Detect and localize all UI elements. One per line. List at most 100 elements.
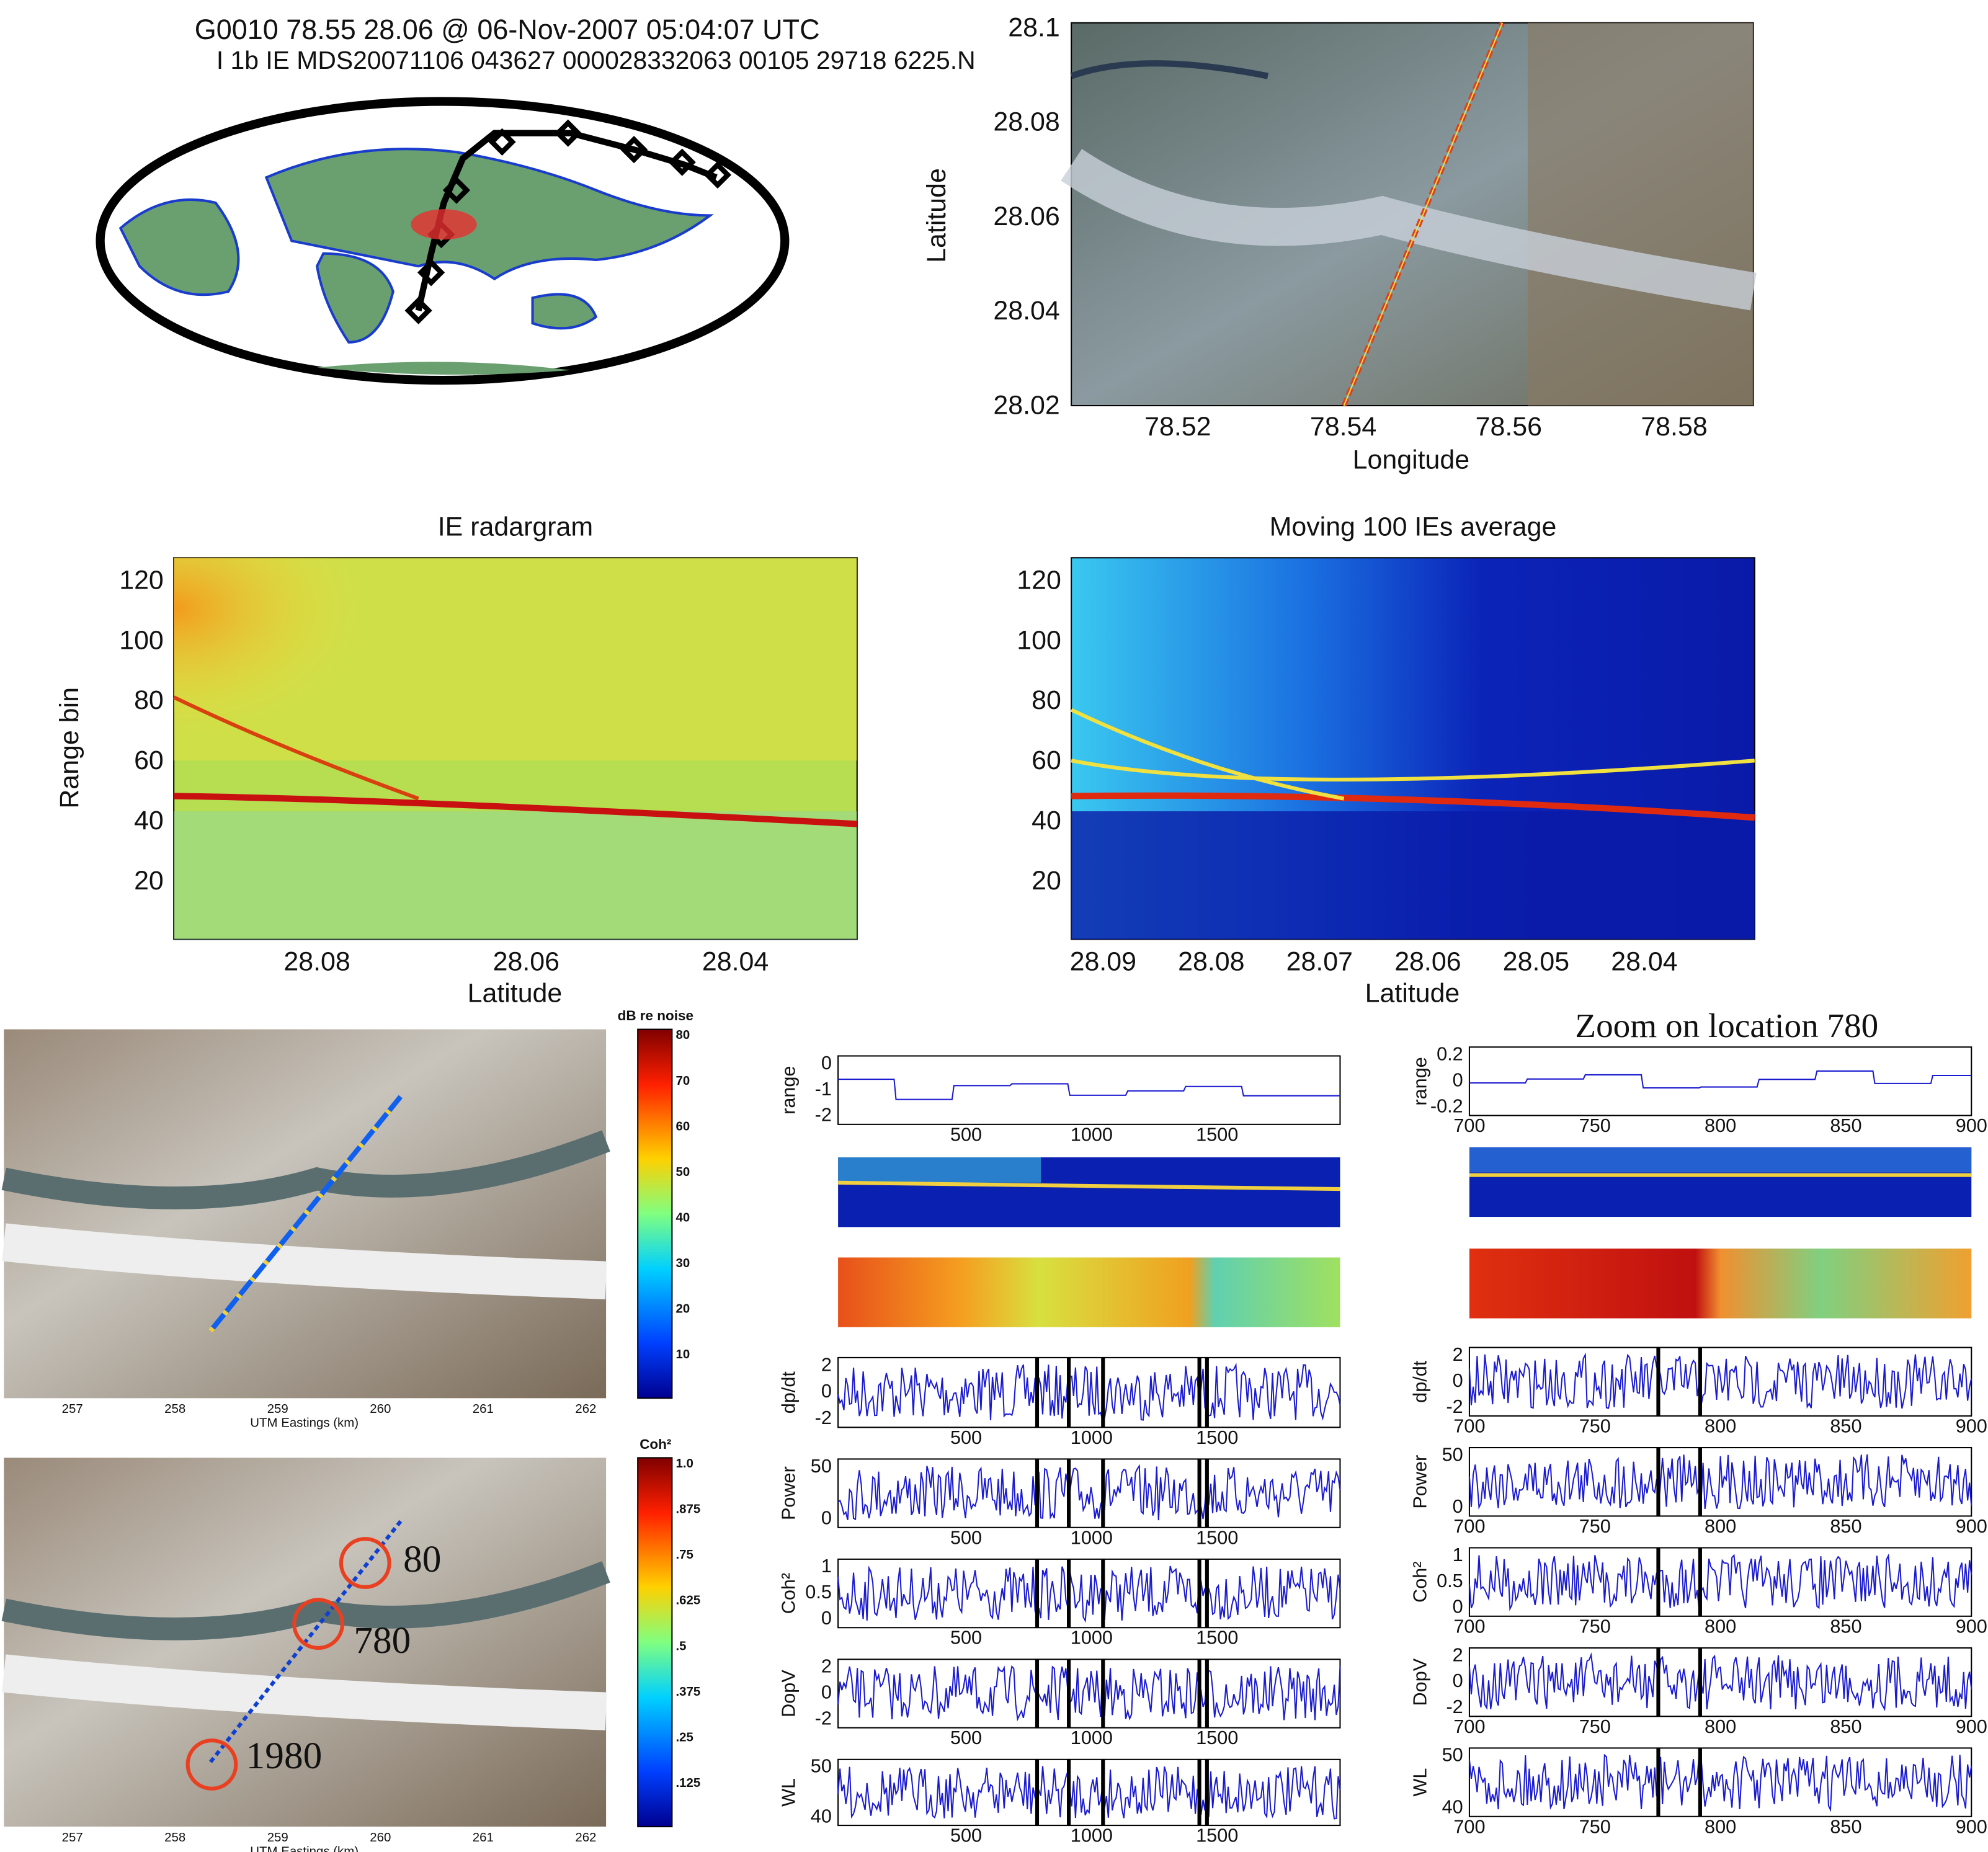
x-tick-label: 1000 xyxy=(1071,1727,1113,1748)
y-tick-label: 2 xyxy=(821,1656,832,1677)
colorbar-label: Coh² xyxy=(640,1436,672,1452)
y-tick-label: 60 xyxy=(134,746,164,775)
x-tick-label: 78.52 xyxy=(1144,412,1211,442)
x-tick-label: 262 xyxy=(575,1402,596,1416)
y-tick-label: 0 xyxy=(1453,1370,1463,1391)
x-tick-label: 700 xyxy=(1453,1716,1485,1737)
x-tick-label: 850 xyxy=(1830,1415,1861,1436)
y-tick-label: 0 xyxy=(1453,1496,1463,1517)
colorbar-tick-label: .875 xyxy=(676,1503,701,1516)
y-tick-label: -2 xyxy=(1446,1396,1463,1417)
y-tick-label: 0 xyxy=(821,1508,832,1529)
x-tick-label: 28.04 xyxy=(702,947,769,977)
x-tick-label: 500 xyxy=(950,1825,982,1846)
y-axis-label: Power xyxy=(778,1466,800,1520)
x-tick-label: 850 xyxy=(1830,1516,1861,1537)
x-tick-label: 259 xyxy=(267,1402,288,1416)
y-tick-label: 40 xyxy=(134,806,164,835)
y-tick-label: 50 xyxy=(1442,1444,1463,1465)
x-tick-label: 500 xyxy=(950,1627,982,1649)
x-tick-label: 28.05 xyxy=(1503,947,1569,977)
x-tick-label: 500 xyxy=(950,1527,982,1548)
marker-label: 80 xyxy=(403,1538,441,1580)
y-tick-label: 1 xyxy=(821,1556,832,1577)
x-tick-label: 1000 xyxy=(1071,1427,1113,1448)
x-tick-label: 900 xyxy=(1956,1616,1987,1637)
x-tick-label: 800 xyxy=(1705,1816,1736,1837)
colorbar-tick-label: 1.0 xyxy=(676,1457,693,1471)
x-tick-label: 800 xyxy=(1705,1716,1736,1737)
y-axis-label: Latitude xyxy=(922,168,952,263)
y-tick-label: 50 xyxy=(811,1456,832,1477)
y-tick-label: 0.5 xyxy=(1437,1570,1463,1592)
x-tick-label: 1500 xyxy=(1196,1825,1238,1846)
x-tick-label: 78.58 xyxy=(1641,412,1707,442)
x-tick-label: 260 xyxy=(370,1402,391,1416)
x-tick-label: 258 xyxy=(164,1402,185,1416)
x-tick-label: 700 xyxy=(1453,1415,1485,1436)
x-tick-label: 261 xyxy=(473,1402,494,1416)
y-axis-label: range xyxy=(778,1066,800,1114)
colorbar-tick-label: .5 xyxy=(676,1639,687,1653)
colorbar-tick-label: .375 xyxy=(676,1685,701,1699)
x-tick-label: 257 xyxy=(62,1831,83,1845)
x-tick-label: 28.04 xyxy=(1611,947,1677,977)
x-tick-label: 28.07 xyxy=(1286,947,1353,977)
x-axis-label: Longitude xyxy=(1353,445,1470,474)
y-tick-label: 1 xyxy=(1453,1544,1463,1565)
x-tick-label: 700 xyxy=(1453,1816,1485,1837)
y-tick-label: 80 xyxy=(134,685,164,715)
y-tick-label: 28.06 xyxy=(993,202,1059,231)
y-axis-label: dp/dt xyxy=(778,1371,800,1414)
x-tick-label: 78.56 xyxy=(1476,412,1542,442)
y-tick-label: -0.2 xyxy=(1430,1095,1463,1116)
y-tick-label: 0.5 xyxy=(805,1582,832,1603)
x-tick-label: 28.06 xyxy=(1394,947,1461,977)
panel-title: IE radargram xyxy=(438,512,593,542)
x-tick-label: 257 xyxy=(62,1402,83,1416)
y-tick-label: 100 xyxy=(1017,625,1061,655)
x-tick-label: 261 xyxy=(473,1831,494,1845)
y-tick-label: 2 xyxy=(821,1354,832,1375)
y-tick-label: 0.2 xyxy=(1437,1044,1463,1065)
x-tick-label: 28.09 xyxy=(1070,947,1136,977)
colorbar-tick-label: 80 xyxy=(676,1028,690,1042)
y-tick-label: 100 xyxy=(119,625,164,655)
y-tick-label: 80 xyxy=(1032,685,1061,715)
marker-label: 1980 xyxy=(246,1735,323,1777)
y-axis-label: Power xyxy=(1409,1455,1430,1509)
x-axis-label: UTM Eastings (km) xyxy=(250,1417,359,1430)
y-tick-label: 60 xyxy=(1032,746,1061,775)
y-tick-label: 0 xyxy=(1453,1069,1463,1090)
x-tick-label: 750 xyxy=(1579,1516,1611,1537)
y-tick-label: 2 xyxy=(1453,1644,1463,1665)
y-tick-label: 28.02 xyxy=(993,390,1059,420)
colorbar-label: dB re noise xyxy=(618,1008,693,1023)
y-axis-label: dp/dt xyxy=(1409,1360,1430,1403)
y-tick-label: 50 xyxy=(1442,1745,1463,1766)
x-tick-label: 1500 xyxy=(1196,1627,1238,1649)
colorbar-tick-label: 40 xyxy=(676,1211,690,1224)
y-tick-label: 2 xyxy=(1453,1344,1463,1365)
x-tick-label: 900 xyxy=(1956,1415,1987,1436)
x-tick-label: 1500 xyxy=(1196,1427,1238,1448)
x-tick-label: 1000 xyxy=(1071,1627,1113,1649)
x-tick-label: 28.06 xyxy=(493,947,559,977)
x-tick-label: 1000 xyxy=(1071,1825,1113,1846)
x-tick-label: 1000 xyxy=(1071,1527,1113,1548)
figure: G0010 78.55 28.06 @ 06-Nov-2007 05:04:07… xyxy=(0,0,1988,1852)
x-tick-label: 258 xyxy=(164,1831,185,1845)
x-tick-label: 750 xyxy=(1579,1716,1611,1737)
x-tick-label: 1500 xyxy=(1196,1527,1238,1548)
x-tick-label: 850 xyxy=(1830,1816,1861,1837)
x-tick-label: 850 xyxy=(1830,1616,1861,1637)
colorbar-tick-label: 20 xyxy=(676,1302,690,1316)
y-axis-label: WL xyxy=(1409,1768,1430,1797)
colorbar-tick-label: 50 xyxy=(676,1165,690,1179)
y-tick-label: 0 xyxy=(821,1053,832,1074)
y-axis-label: DopV xyxy=(1409,1658,1430,1706)
x-tick-label: 850 xyxy=(1830,1115,1861,1136)
x-axis-label: Latitude xyxy=(1365,979,1460,1008)
colorbar-tick-label: .75 xyxy=(676,1548,693,1562)
x-tick-label: 500 xyxy=(950,1427,982,1448)
